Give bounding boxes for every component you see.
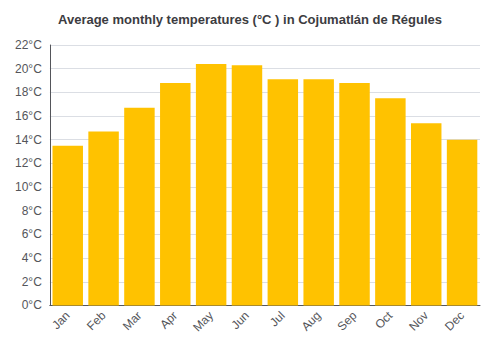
svg-text:Jan: Jan <box>49 309 73 333</box>
svg-text:Nov: Nov <box>406 309 431 334</box>
svg-text:8°C: 8°C <box>22 204 42 218</box>
svg-text:Oct: Oct <box>372 308 396 332</box>
svg-text:Jun: Jun <box>228 309 252 333</box>
svg-text:Aug: Aug <box>299 309 324 334</box>
svg-text:0°C: 0°C <box>22 298 42 312</box>
svg-text:May: May <box>190 309 216 335</box>
svg-text:Jul: Jul <box>267 309 288 330</box>
svg-text:10°C: 10°C <box>15 180 42 194</box>
svg-text:Dec: Dec <box>442 309 467 334</box>
svg-text:22°C: 22°C <box>15 38 42 52</box>
svg-text:12°C: 12°C <box>15 156 42 170</box>
svg-text:Mar: Mar <box>120 309 145 333</box>
svg-text:6°C: 6°C <box>22 227 42 241</box>
svg-text:Sep: Sep <box>334 308 359 333</box>
svg-text:Feb: Feb <box>84 308 109 333</box>
svg-text:14°C: 14°C <box>15 133 42 147</box>
svg-text:20°C: 20°C <box>15 62 42 76</box>
svg-text:16°C: 16°C <box>15 109 42 123</box>
svg-text:18°C: 18°C <box>15 85 42 99</box>
svg-text:Apr: Apr <box>157 309 180 332</box>
svg-text:Average monthly temperatures (: Average monthly temperatures (°C ) in Co… <box>58 12 442 27</box>
svg-text:2°C: 2°C <box>22 275 42 289</box>
svg-text:4°C: 4°C <box>22 251 42 265</box>
